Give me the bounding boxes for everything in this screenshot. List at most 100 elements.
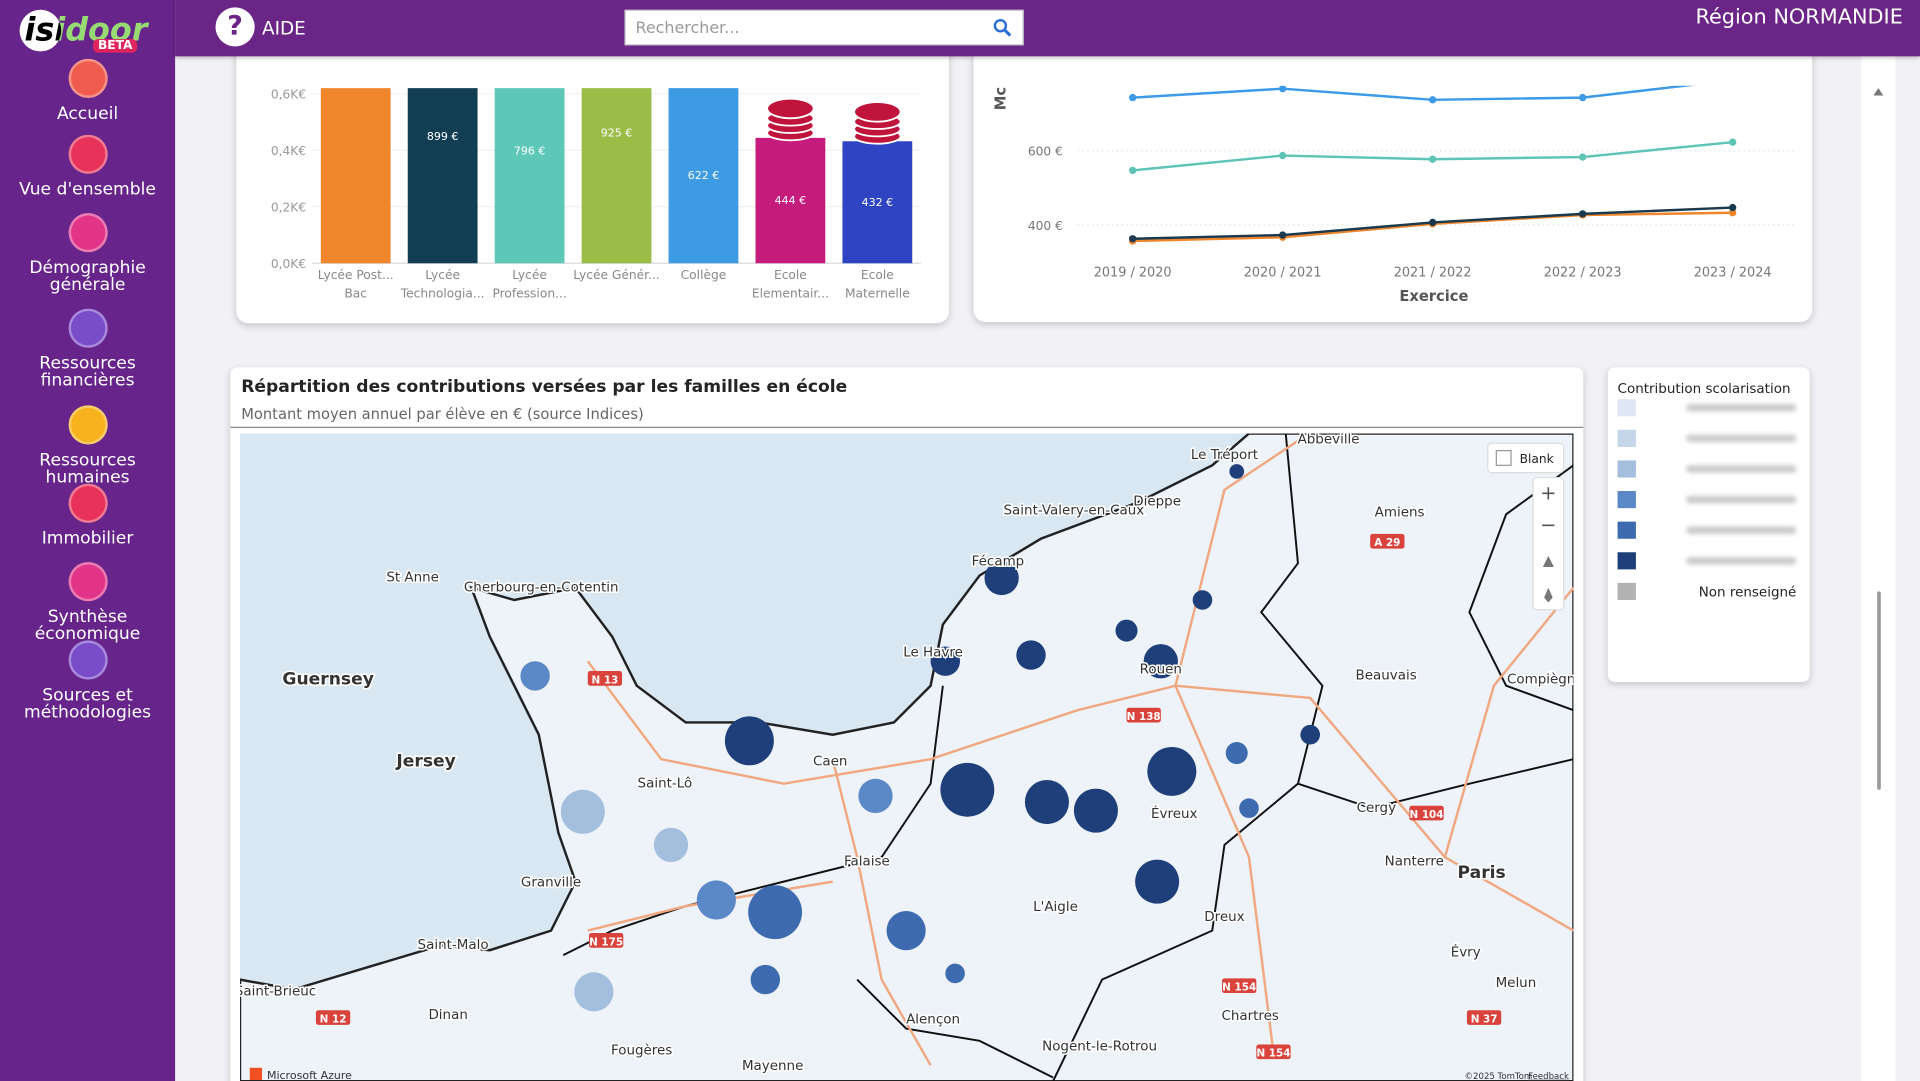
beta-badge: BETA <box>93 39 138 53</box>
zoom-in[interactable]: + <box>1540 482 1556 505</box>
x-tick-label: Elementair... <box>752 287 829 301</box>
search-icon[interactable] <box>993 18 1013 38</box>
map-controls <box>1532 476 1565 611</box>
nav-label: Ressources humaines <box>39 450 136 488</box>
nav-item[interactable]: Immobilier <box>0 483 175 547</box>
place-label: Paris <box>1458 863 1506 883</box>
legend-row <box>1617 429 1802 447</box>
place-label: Chartres <box>1221 1009 1279 1024</box>
nav-label: Démographie générale <box>29 258 146 296</box>
x-tick-label: Lycée <box>425 268 460 282</box>
place-label: L'Aigle <box>1033 900 1078 915</box>
x-tick-label: Profession... <box>492 287 566 301</box>
compass-button[interactable] <box>1544 587 1553 603</box>
blank-label: Blank <box>1520 452 1555 466</box>
place-label: Nogent-le-Rotrou <box>1042 1040 1157 1055</box>
legend-swatch <box>1617 521 1636 539</box>
road-label: N 138 <box>1127 711 1161 723</box>
zoom-out[interactable]: − <box>1540 513 1556 536</box>
nav-item[interactable]: Accueil <box>0 58 175 124</box>
bar <box>581 88 652 264</box>
nav-icon <box>67 308 108 348</box>
blank-checkbox[interactable] <box>1495 450 1512 466</box>
scrollbar[interactable] <box>1861 56 1896 1081</box>
line-point <box>1428 96 1437 104</box>
place-label: Compiègne <box>1507 671 1584 687</box>
map-title: Répartition des contributions versées pa… <box>241 377 847 397</box>
y-tick-label: 600 € <box>1028 145 1063 159</box>
y-tick-label: 0,6K€ <box>271 88 306 102</box>
line-point <box>1128 235 1137 243</box>
scroll-up[interactable] <box>1873 88 1884 96</box>
legend-label-blurred <box>1686 557 1797 565</box>
x-tick-label: 2023 / 2024 <box>1694 266 1772 281</box>
x-tick-label: Collège <box>681 268 727 282</box>
value-label: 925 € <box>601 126 633 139</box>
place-label: Évry <box>1451 942 1481 960</box>
nav-label: Accueil <box>56 104 119 124</box>
line-point <box>1578 153 1587 161</box>
search-box[interactable]: Rechercher... <box>624 9 1024 46</box>
help-label[interactable]: AIDE <box>262 17 306 40</box>
region-label: Région NORMANDIE <box>1695 4 1903 30</box>
line-point <box>1728 209 1737 217</box>
legend-label-blurred <box>1686 434 1797 443</box>
line-point <box>1128 166 1137 175</box>
coin-icon-top <box>766 97 815 120</box>
place-label: Le Tréport <box>1191 447 1258 463</box>
value-label: 796 € <box>514 145 546 158</box>
place-label: Cherbourg-en-Cotentin <box>464 580 619 595</box>
map-subtitle: Montant moyen annuel par élève en € (sou… <box>241 406 644 423</box>
nav-item[interactable]: Ressources financières <box>0 308 175 391</box>
road-shield <box>587 671 623 686</box>
nav-icon <box>67 134 108 174</box>
y-tick-label: 0,2K€ <box>271 201 306 215</box>
place-label: Dieppe <box>1133 495 1181 510</box>
nav-item[interactable]: Ressources humaines <box>0 405 175 486</box>
legend-label-blurred <box>1686 526 1797 534</box>
place-label: Alençon <box>906 1013 960 1028</box>
nav-item[interactable]: Sources et méthodologies <box>0 640 175 721</box>
place-label: Mayenne <box>742 1059 803 1074</box>
map: Blank + − Microsoft Azure ©2025 TomTom F… <box>235 433 1584 1081</box>
borders <box>562 433 1574 1081</box>
bars: 899 € 796 € 925 € 622 € 444 € 432 € <box>320 88 913 264</box>
legend-swatch <box>1617 460 1636 478</box>
legend-row <box>1617 399 1802 417</box>
nav-label: Synthèse économique <box>34 607 141 645</box>
place-label: Beauvais <box>1356 669 1417 684</box>
x-tick-label: 2021 / 2022 <box>1394 266 1472 281</box>
help-icon[interactable]: ? <box>215 7 255 47</box>
line-point <box>1578 210 1587 218</box>
nav-icon <box>67 562 108 602</box>
nav-icon <box>67 405 108 445</box>
nav-label: Ressources financières <box>39 353 136 391</box>
tilt-button[interactable] <box>1542 555 1554 567</box>
x-tick-label: Maternelle <box>845 287 910 301</box>
lines <box>1128 85 1737 245</box>
feedback-link[interactable]: Feedback <box>1528 1072 1569 1081</box>
nav-item[interactable]: Synthèse économique <box>0 562 175 643</box>
nav-item[interactable]: Vue d'ensemble <box>0 134 175 199</box>
place-label: Granville <box>521 876 581 891</box>
nav-item[interactable]: Démographie générale <box>0 213 175 294</box>
x-tick-label: Lycée Génér... <box>573 268 659 282</box>
y-axis-title: Mc <box>992 87 1009 110</box>
road-shield <box>1256 1044 1291 1060</box>
legend-row <box>1617 460 1802 478</box>
nav-icon <box>67 640 108 680</box>
scroll-thumb[interactable] <box>1877 591 1881 790</box>
logo[interactable]: isidoor BETA <box>17 7 152 56</box>
bar <box>842 141 913 264</box>
line-point <box>1278 151 1287 160</box>
legend-title: Contribution scolarisation <box>1617 380 1791 397</box>
nav-icon <box>67 213 108 253</box>
place-label: Saint-Brieuc <box>235 985 316 1000</box>
x-tick-label: Ecole <box>774 268 807 282</box>
x-tick-label: 2020 / 2021 <box>1244 266 1322 281</box>
legend-row <box>1617 521 1802 539</box>
road-shield <box>315 1010 351 1025</box>
road-shield <box>1466 1010 1502 1025</box>
road-shield <box>1409 805 1444 821</box>
